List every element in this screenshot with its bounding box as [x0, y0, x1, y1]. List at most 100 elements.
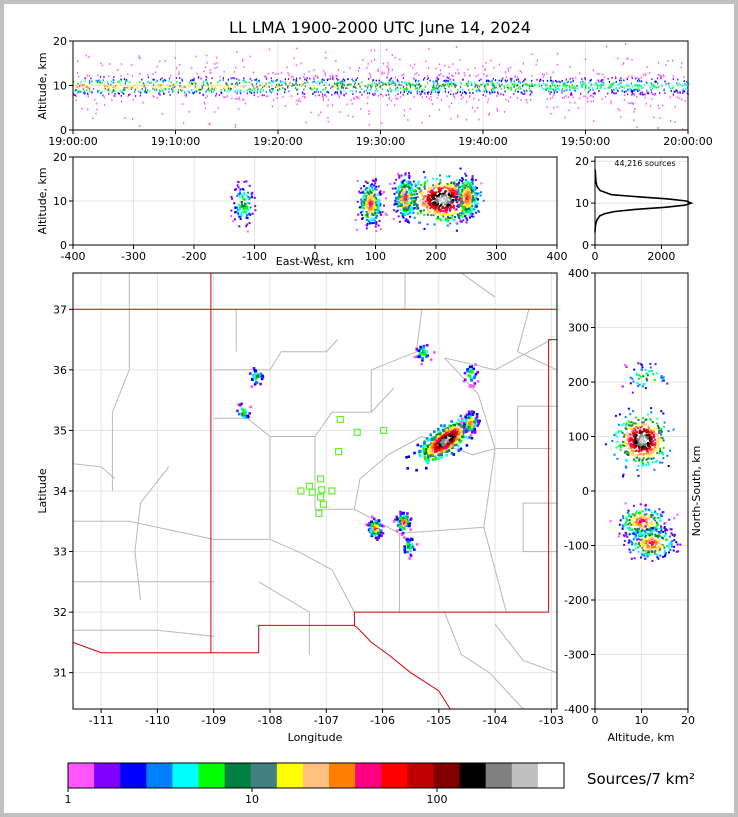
time-height-source — [460, 82, 462, 85]
time-height-source — [189, 82, 191, 85]
time-height-source — [174, 83, 176, 86]
time-height-source — [149, 82, 151, 84]
time-height-source — [580, 84, 582, 87]
x-tick-label: 2000 — [647, 250, 675, 263]
plan-view-source — [240, 407, 244, 411]
east-west-source — [381, 211, 384, 213]
plan-view-source — [403, 545, 406, 548]
time-height-source — [194, 85, 197, 88]
time-height-source — [632, 103, 634, 105]
time-height-source — [141, 85, 143, 87]
time-height-source — [183, 121, 185, 124]
plan-view-source — [418, 449, 422, 453]
time-height-source — [552, 80, 554, 83]
plan-view-source — [472, 376, 476, 380]
time-height-source — [402, 85, 404, 88]
east-west-source — [404, 219, 407, 222]
east-west-source — [436, 204, 439, 207]
east-west-source — [245, 216, 248, 219]
time-height-source — [588, 86, 590, 89]
time-height-source — [380, 93, 382, 96]
east-west-source — [401, 212, 404, 215]
time-height-source — [677, 91, 679, 94]
east-west-source — [469, 196, 472, 199]
north-south-source — [658, 439, 661, 442]
north-south-source — [666, 382, 669, 385]
time-height-source — [511, 83, 514, 86]
state-border — [210, 273, 557, 654]
time-height-source — [472, 92, 474, 94]
east-west-source — [363, 185, 366, 188]
time-height-source — [211, 87, 213, 90]
time-height-source — [268, 81, 270, 84]
time-height-source — [179, 63, 181, 66]
north-south-source — [633, 447, 636, 450]
time-height-source — [641, 87, 643, 89]
time-height-source — [272, 90, 274, 93]
time-height-source — [518, 80, 520, 83]
north-south-source — [660, 527, 663, 530]
time-height-source — [395, 87, 397, 90]
time-height-source — [588, 81, 590, 84]
east-west-source — [244, 212, 247, 215]
time-height-source — [677, 84, 679, 87]
time-height-source — [684, 83, 686, 86]
north-south-source — [654, 526, 657, 529]
plan-view-source — [459, 447, 463, 451]
time-height-source — [113, 81, 115, 84]
time-height-source — [347, 114, 349, 117]
east-west-source — [441, 207, 444, 210]
time-height-source — [575, 76, 577, 79]
east-west-source — [248, 213, 251, 216]
time-height-source — [504, 79, 506, 82]
time-height-source — [236, 92, 238, 95]
time-height-source — [644, 96, 646, 99]
time-height-source — [494, 91, 496, 94]
north-south-source — [638, 522, 641, 524]
time-height-source — [120, 91, 123, 93]
time-height-source — [114, 95, 116, 97]
time-height-source — [475, 90, 478, 93]
plan-view-source — [446, 431, 449, 435]
time-height-source — [630, 82, 632, 85]
time-height-source — [590, 84, 592, 87]
time-height-source — [302, 83, 304, 86]
east-west-source — [366, 190, 369, 193]
county-border — [483, 448, 507, 613]
east-west-source — [437, 183, 440, 185]
time-height-source — [252, 84, 254, 87]
east-west-source — [375, 185, 378, 188]
time-height-source — [685, 84, 687, 86]
east-west-source — [405, 184, 408, 187]
plan-view-source — [453, 437, 457, 441]
time-height-source — [421, 96, 423, 99]
north-south-source — [647, 451, 649, 454]
east-west-source — [375, 201, 378, 204]
east-west-source — [472, 191, 475, 194]
time-height-source — [409, 86, 411, 88]
plan-view-source — [471, 413, 475, 416]
east-west-source — [243, 191, 246, 194]
time-height-source — [623, 94, 626, 96]
plan-view-source — [378, 533, 381, 537]
plan-view-source — [470, 365, 474, 368]
east-west-source — [366, 195, 369, 198]
county-border — [444, 357, 496, 449]
time-height-source — [484, 86, 486, 89]
time-height-source — [192, 92, 194, 95]
east-west-source — [370, 212, 373, 215]
time-height-source — [317, 80, 319, 83]
time-height-source — [484, 84, 486, 87]
time-height-source — [296, 84, 299, 86]
plan-view-source — [237, 403, 240, 406]
time-height-source — [313, 69, 315, 72]
time-height-source — [454, 96, 456, 99]
time-height-source — [303, 88, 305, 91]
time-height-source — [339, 111, 341, 113]
time-height-source — [243, 90, 245, 93]
time-height-source — [496, 95, 498, 97]
time-height-source — [482, 65, 484, 67]
time-height-source — [323, 79, 325, 81]
time-height-source — [417, 81, 420, 83]
time-height-source — [120, 63, 123, 66]
